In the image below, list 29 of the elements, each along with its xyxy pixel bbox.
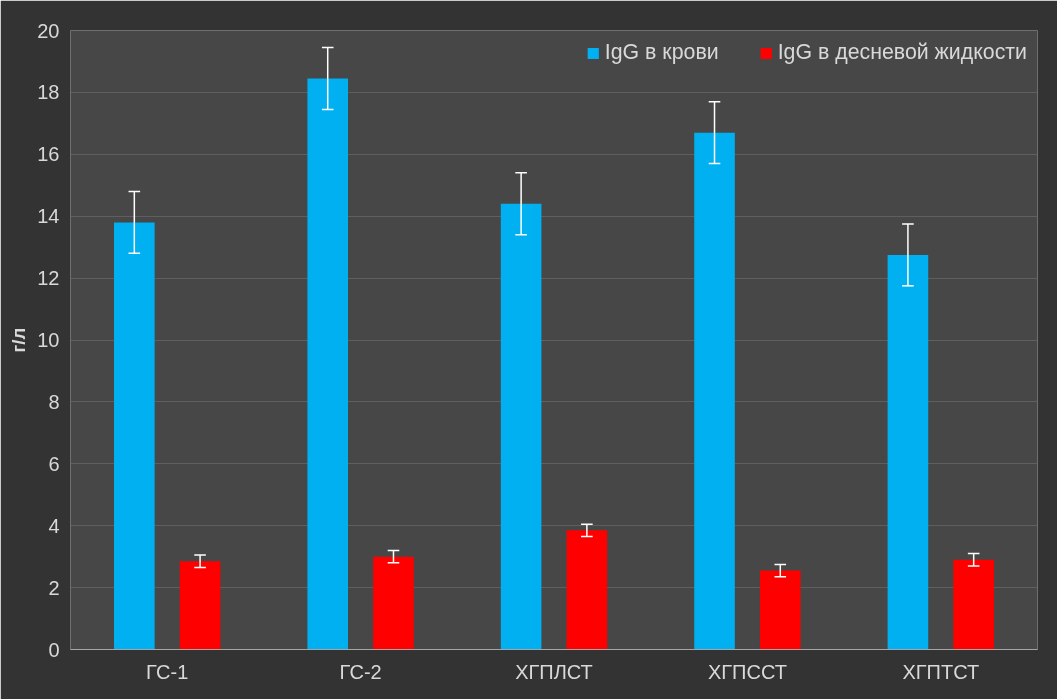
bar	[566, 530, 608, 650]
x-tick-label: ГС-2	[339, 660, 382, 683]
bar	[500, 203, 542, 650]
y-tick-label: 10	[37, 329, 60, 351]
y-axis-title: г/л	[8, 327, 30, 353]
y-tick-label: 2	[48, 576, 60, 599]
y-tick-label: 18	[37, 81, 60, 104]
y-tick-label: 16	[37, 143, 60, 166]
y-tick-label: 8	[48, 390, 60, 413]
y-tick-label: 14	[37, 205, 60, 228]
bar	[373, 556, 414, 650]
bar	[887, 254, 929, 650]
bar	[307, 78, 349, 650]
bar	[694, 132, 735, 650]
x-tick-label: ХГПССТ	[707, 660, 787, 683]
x-tick-label: ГС-1	[146, 660, 189, 683]
y-tick-label: 4	[48, 514, 60, 537]
legend-label: IgG в десневой жидкости	[777, 40, 1027, 65]
y-tick-label: 0	[48, 638, 60, 661]
bar	[759, 570, 801, 650]
y-tick-label: 20	[37, 19, 60, 42]
bar	[953, 559, 994, 650]
bar	[114, 222, 155, 650]
bar	[179, 561, 221, 650]
y-tick-label: 6	[48, 452, 60, 475]
x-tick-label: ХГПТСТ	[902, 660, 980, 683]
legend-label: IgG в крови	[604, 40, 719, 65]
y-tick-label: 12	[37, 267, 60, 290]
x-tick-label: ХГПЛСТ	[515, 660, 593, 683]
